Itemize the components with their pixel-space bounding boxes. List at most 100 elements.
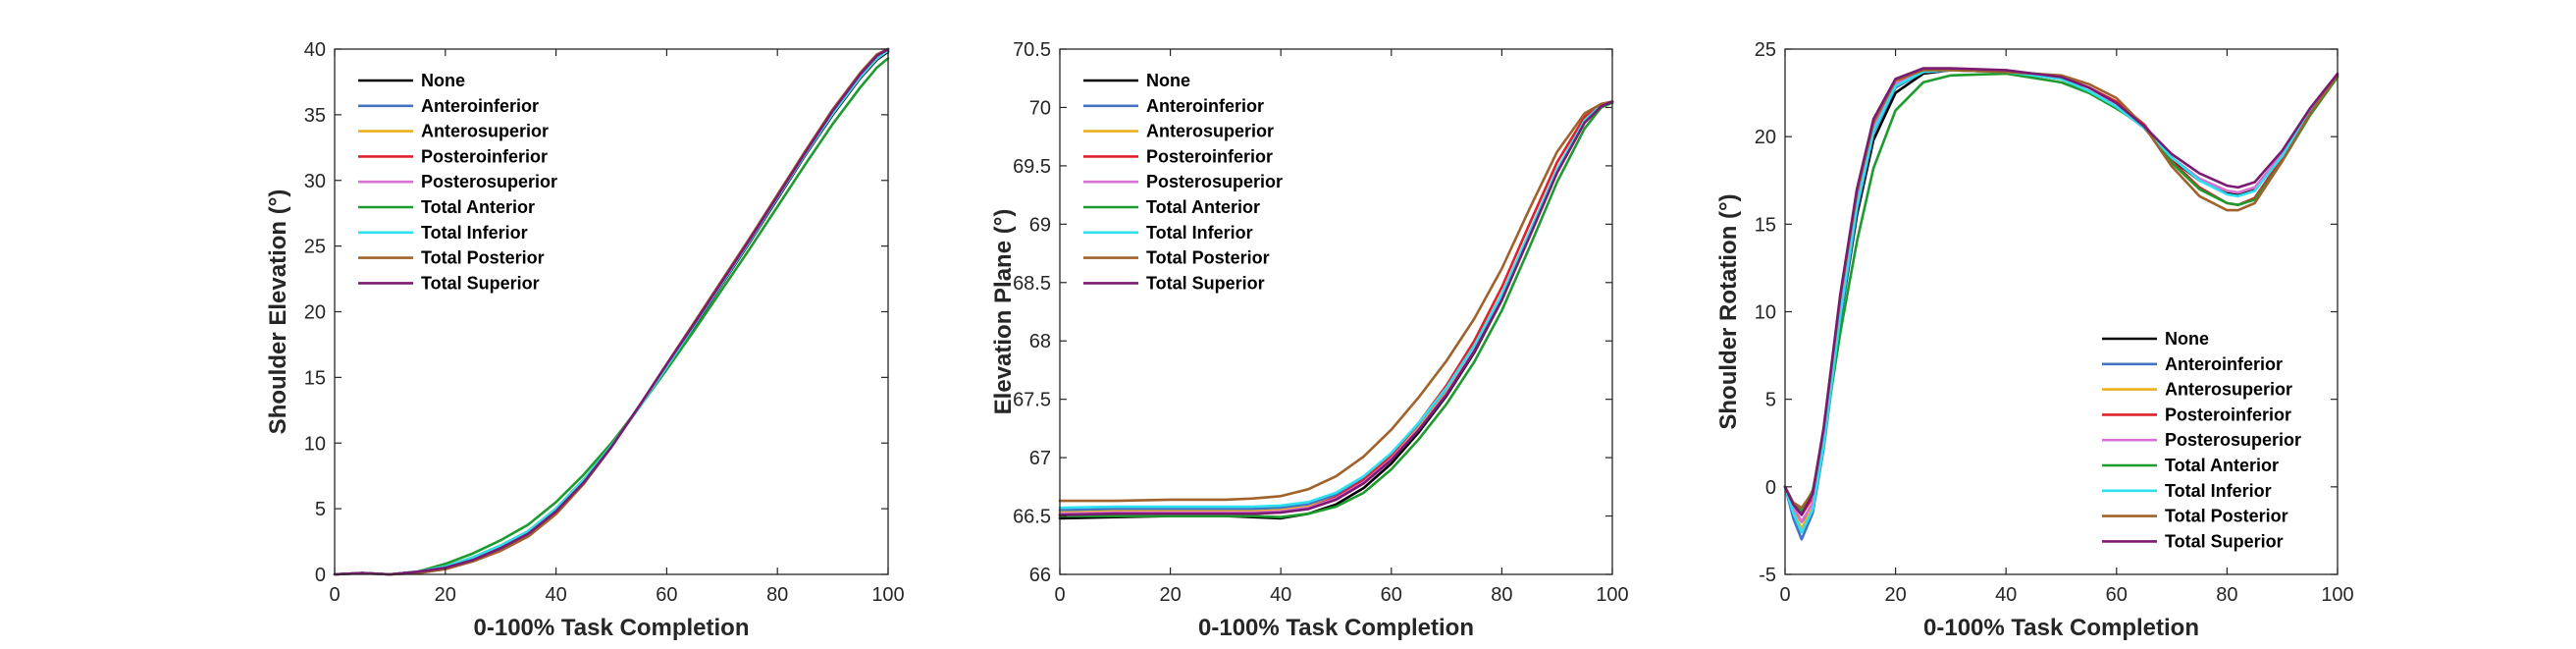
legend: None Anteroinferior Anterosuperior Posteroi… [1083,71,1283,293]
y-tick-label: 5 [1765,390,1776,411]
legend-label: Total Anterior [1146,197,1260,217]
series-line-anteroinferior [1058,100,1614,512]
series-line-total-anterior [333,57,890,576]
y-tick-label: 0 [1765,477,1776,499]
legend-item: Posterosuperior [1083,172,1283,191]
series-line-posterosuperior [1058,100,1614,515]
legend: None Anteroinferior Anterosuperior Posteroi… [2102,329,2301,551]
x-tick-label: 100 [871,584,904,606]
series-line-none [1058,100,1614,520]
chart-1: 0 20 40 60 80 100 0 5 10 15 20 25 30 35 40 0-100% Task … [265,39,905,641]
legend-label: Total Posterior [421,248,545,268]
legend-item: Total Posterior [1083,248,1270,268]
x-tick-label: 60 [2106,584,2128,606]
series-line-anterosuperior [1058,100,1614,514]
y-axis-label: Shoulder Rotation (°) [1715,193,1742,429]
y-axis-label: Elevation Plane (°) [990,209,1017,415]
legend-label: Posterosuperior [2165,430,2301,450]
x-tick-label: 40 [545,584,566,606]
legend-item: Total Inferior [358,223,528,243]
series-line-posterosuperior [333,48,890,576]
x-tick-label: 60 [656,584,677,606]
chart-2: 0 20 40 60 80 100 66 66.5 67 67.5 68 68.5 69 69.5 70 70… [990,39,1629,641]
x-tick-label: 20 [1159,584,1181,606]
x-tick-label: 40 [1995,584,2017,606]
series-line-total-posterior [333,47,890,576]
series-line-total-inferior [333,48,890,576]
legend-label: Total Inferior [421,223,528,243]
y-tick-label: 20 [304,302,326,324]
chart-1-axes-box [334,48,889,575]
legend-label: Total Posterior [2165,507,2288,526]
x-tick-label: 0 [329,584,340,606]
y-tick-label: 66 [1029,565,1051,586]
series-line-total-inferior [1783,69,2339,534]
y-tick-label: 10 [304,433,326,455]
legend-item: Anterosuperior [1083,122,1274,141]
series-line-total-posterior [1058,100,1614,503]
legend-item: Posteroinferior [1083,146,1273,166]
y-tick-label: 10 [1755,302,1776,324]
y-tick-label: 35 [304,105,326,127]
series-line-anteroinferior [333,48,890,576]
legend-item: Anterosuperior [358,122,549,141]
x-tick-label: 80 [1491,584,1512,606]
legend-item: Total Posterior [2102,507,2288,526]
legend-label: Posteroinferior [2165,405,2291,424]
series-line-none [333,50,890,576]
x-axis-label: 0-100% Task Completion [474,615,750,641]
x-tick-label: 100 [1596,584,1628,606]
y-tick-label: 68.5 [1013,273,1051,295]
series-line-anterosuperior [333,48,890,576]
y-tick-label: 66.5 [1013,507,1051,528]
x-tick-label: 80 [2216,584,2237,606]
y-tick-label: 69 [1029,214,1051,236]
series-line-total-anterior [1058,101,1614,519]
chart-2-axes-box [1059,48,1613,575]
y-tick-label: 67.5 [1013,390,1051,411]
legend-item: Anteroinferior [1083,96,1264,116]
legend-item: None [358,71,465,90]
legend-label: Total Anterior [2165,456,2279,475]
series-line-posteroinferior [1058,100,1614,517]
legend-item: Total Superior [2102,531,2284,551]
x-tick-label: 0 [1779,584,1790,606]
y-tick-label: 40 [304,39,326,61]
chart-1-lines [333,47,890,576]
y-tick-label: 15 [304,367,326,389]
y-tick-label: -5 [1759,565,1776,586]
y-tick-label: 20 [1755,127,1776,148]
series-line-total-superior [333,47,890,576]
y-tick-label: 30 [304,171,326,192]
legend-label: Posterosuperior [421,172,557,191]
x-axis-label: 0-100% Task Completion [1923,615,2199,641]
legend-label: None [2165,329,2209,349]
legend-label: Posteroinferior [1146,146,1273,166]
legend-label: Anterosuperior [2165,380,2292,400]
legend-label: None [1146,71,1190,90]
legend-item: Posteroinferior [358,146,548,166]
legend-label: Total Inferior [2165,481,2272,501]
legend-item: Anteroinferior [2102,354,2283,374]
series-line-total-superior [1783,67,2339,516]
legend-label: Total Posterior [1146,248,1270,268]
legend-label: Anterosuperior [421,122,549,141]
x-tick-label: 0 [1054,584,1065,606]
legend-label: None [421,71,465,90]
x-tick-label: 20 [1884,584,1906,606]
x-tick-label: 100 [2321,584,2353,606]
y-axis-label: Shoulder Elevation (°) [265,189,291,435]
legend-label: Total Superior [2165,531,2284,551]
y-tick-label: 69.5 [1013,156,1051,178]
legend-label: Anterosuperior [1146,122,1274,141]
y-tick-label: 67 [1029,448,1051,469]
legend-item: Posterosuperior [2102,430,2301,450]
legend-item: Posteroinferior [2102,405,2291,424]
x-tick-label: 80 [766,584,788,606]
legend-item: Total Inferior [2102,481,2272,501]
series-line-total-inferior [1058,100,1614,510]
legend-item: None [2102,329,2209,349]
y-tick-label: 5 [315,499,326,520]
